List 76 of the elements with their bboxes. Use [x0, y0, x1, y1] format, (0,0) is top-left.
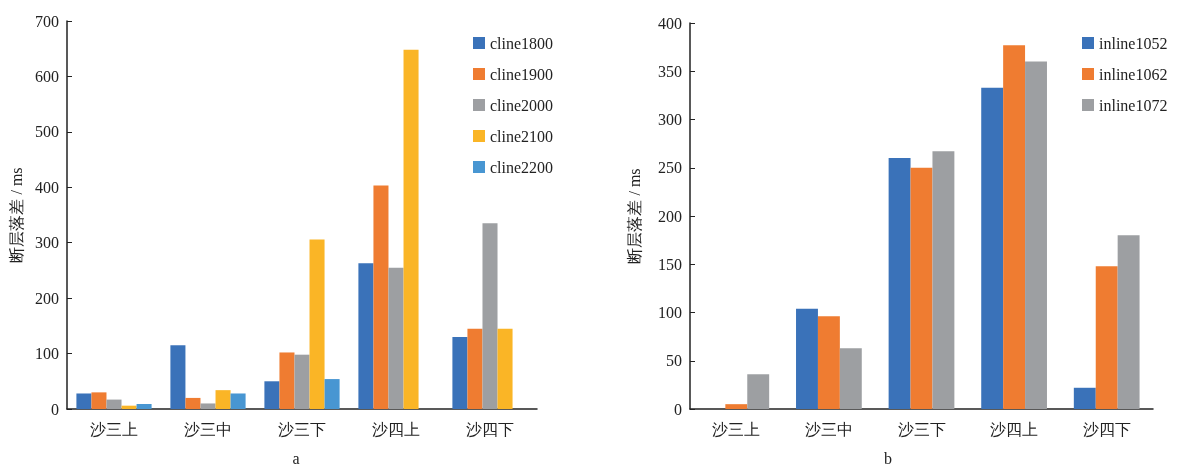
bar — [1025, 61, 1047, 409]
bar — [888, 158, 911, 409]
bar — [279, 352, 295, 409]
y-tick-label: 350 — [658, 62, 682, 80]
bar — [294, 354, 310, 409]
x-tick-label: 沙三中 — [804, 420, 853, 438]
bar — [1117, 235, 1140, 409]
bar — [76, 393, 92, 409]
legend-label: cline1800 — [490, 34, 554, 52]
bar — [388, 267, 404, 409]
bar — [452, 336, 468, 409]
y-tick-label: 200 — [658, 207, 682, 225]
bar — [200, 403, 216, 409]
x-tick-label: 沙三上 — [90, 420, 138, 438]
bar — [373, 185, 389, 409]
bar — [981, 87, 1004, 409]
legend-label: inline1062 — [1099, 65, 1168, 83]
bar — [230, 393, 246, 409]
y-tick-label: 150 — [658, 255, 682, 273]
y-axis-title: 断层落差 / ms — [625, 168, 643, 264]
y-tick-label: 300 — [35, 234, 59, 252]
bar — [747, 374, 770, 409]
legend-label: cline2000 — [490, 96, 554, 114]
y-tick-label: 400 — [658, 14, 682, 32]
x-tick-label: 沙四上 — [990, 420, 1039, 438]
legend-label: inline1072 — [1099, 96, 1168, 114]
y-tick-label: 700 — [35, 12, 59, 30]
y-tick-label: 200 — [35, 289, 59, 307]
bar — [121, 405, 137, 409]
bar — [106, 399, 122, 409]
bar — [136, 404, 152, 409]
text: a — [292, 449, 300, 467]
bar — [910, 167, 933, 409]
bar — [725, 404, 748, 409]
y-tick-label: 100 — [35, 345, 59, 363]
bar — [932, 151, 955, 409]
text: b — [884, 449, 892, 467]
bar — [215, 390, 231, 409]
legend-label: inline1052 — [1099, 34, 1168, 52]
y-tick-label: 300 — [658, 111, 682, 128]
bar — [324, 379, 340, 409]
bar — [358, 263, 374, 409]
bar — [403, 49, 419, 409]
x-tick-label: 沙三上 — [712, 420, 761, 438]
legend-label: cline2100 — [490, 127, 554, 145]
x-tick-label: 沙四下 — [466, 420, 514, 438]
y-tick-label: 50 — [666, 352, 682, 370]
legend-label: cline1900 — [490, 65, 554, 83]
bar — [1073, 387, 1096, 409]
x-tick-label: 沙四上 — [372, 420, 420, 438]
bar — [796, 308, 818, 409]
x-tick-label: 沙三中 — [184, 420, 232, 438]
y-tick-label: 100 — [658, 304, 682, 321]
bar — [264, 381, 280, 409]
bar — [91, 392, 107, 409]
y-tick-label: 0 — [51, 400, 59, 418]
bar — [185, 397, 201, 409]
x-tick-label: 沙四下 — [1082, 420, 1131, 438]
legend-label: cline2200 — [490, 158, 554, 176]
bar — [467, 328, 483, 409]
bar — [170, 345, 186, 409]
bar — [839, 348, 862, 409]
y-tick-label: 250 — [658, 159, 682, 177]
bar — [1095, 266, 1118, 409]
y-tick-label: 400 — [35, 178, 59, 196]
x-tick-label: 沙三下 — [278, 420, 326, 438]
y-axis-title: 断层落差 / ms — [7, 167, 25, 263]
bar — [309, 239, 325, 409]
y-tick-label: 600 — [35, 67, 59, 85]
x-tick-label: 沙三下 — [897, 420, 946, 438]
bar — [817, 316, 840, 409]
y-tick-label: 0 — [674, 400, 682, 418]
bar — [497, 328, 513, 409]
bar — [1003, 45, 1026, 409]
bar — [482, 223, 498, 409]
y-tick-label: 500 — [35, 123, 59, 141]
